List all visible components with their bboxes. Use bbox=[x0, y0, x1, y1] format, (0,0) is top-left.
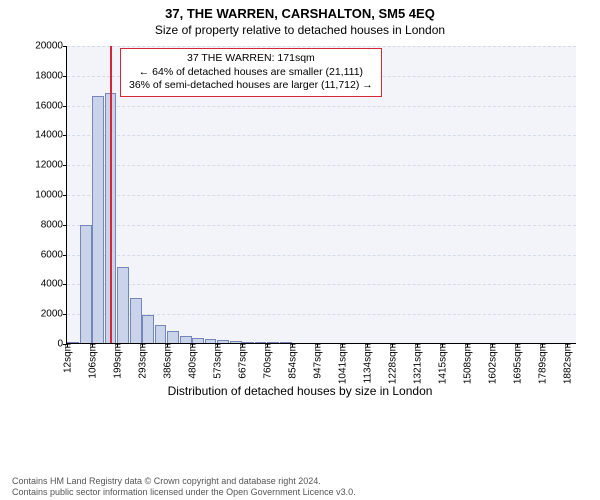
y-tick-label: 6000 bbox=[41, 249, 67, 260]
y-tick-label: 12000 bbox=[35, 160, 67, 171]
histogram-bar bbox=[142, 315, 154, 343]
x-tick-label: 760sqm bbox=[260, 343, 273, 379]
x-tick-label: 573sqm bbox=[210, 343, 223, 379]
x-tick-label: 1228sqm bbox=[386, 343, 399, 384]
callout-line-2: ← 64% of detached houses are smaller (21… bbox=[129, 66, 373, 80]
gridline bbox=[67, 195, 576, 196]
x-tick-label: 854sqm bbox=[286, 343, 299, 379]
x-tick-label: 106sqm bbox=[86, 343, 99, 379]
y-tick-label: 20000 bbox=[35, 41, 67, 52]
gridline bbox=[67, 225, 576, 226]
y-tick-label: 8000 bbox=[41, 219, 67, 230]
histogram-bar bbox=[80, 225, 92, 343]
histogram-bar bbox=[180, 336, 192, 343]
histogram-bar bbox=[167, 331, 179, 343]
histogram-bar bbox=[92, 96, 104, 343]
gridline bbox=[67, 135, 576, 136]
callout-line-3: 36% of semi-detached houses are larger (… bbox=[129, 79, 373, 93]
x-tick-label: 386sqm bbox=[160, 343, 173, 379]
gridline bbox=[67, 106, 576, 107]
x-tick-label: 480sqm bbox=[186, 343, 199, 379]
footer-line-1: Contains HM Land Registry data © Crown c… bbox=[12, 476, 356, 487]
x-axis-label: Distribution of detached houses by size … bbox=[168, 384, 433, 398]
y-tick-label: 10000 bbox=[35, 190, 67, 201]
x-tick-label: 1321sqm bbox=[410, 343, 423, 384]
y-tick-label: 2000 bbox=[41, 309, 67, 320]
y-tick-label: 4000 bbox=[41, 279, 67, 290]
x-tick-label: 1602sqm bbox=[486, 343, 499, 384]
x-tick-label: 1695sqm bbox=[510, 343, 523, 384]
callout-line-1: 37 THE WARREN: 171sqm bbox=[129, 52, 373, 66]
x-tick-label: 199sqm bbox=[110, 343, 123, 379]
y-tick-label: 18000 bbox=[35, 70, 67, 81]
x-tick-label: 667sqm bbox=[236, 343, 249, 379]
histogram-bar bbox=[155, 325, 167, 343]
gridline bbox=[67, 165, 576, 166]
y-tick-label: 14000 bbox=[35, 130, 67, 141]
page-subtitle: Size of property relative to detached ho… bbox=[0, 21, 600, 37]
x-tick-label: 12sqm bbox=[61, 343, 74, 373]
gridline bbox=[67, 46, 576, 47]
y-tick-label: 16000 bbox=[35, 100, 67, 111]
callout-box: 37 THE WARREN: 171sqm ← 64% of detached … bbox=[120, 48, 382, 97]
footer-line-2: Contains public sector information licen… bbox=[12, 487, 356, 498]
property-marker-line bbox=[110, 46, 112, 343]
x-tick-label: 1041sqm bbox=[336, 343, 349, 384]
histogram-bar bbox=[130, 298, 142, 343]
chart-container: Number of detached properties 0200040006… bbox=[0, 42, 600, 442]
x-tick-label: 1415sqm bbox=[436, 343, 449, 384]
x-tick-label: 1789sqm bbox=[535, 343, 548, 384]
x-tick-label: 1134sqm bbox=[360, 343, 373, 383]
gridline bbox=[67, 255, 576, 256]
x-tick-label: 947sqm bbox=[310, 343, 323, 379]
x-tick-label: 1508sqm bbox=[460, 343, 473, 384]
x-tick-label: 293sqm bbox=[136, 343, 149, 379]
histogram-bar bbox=[117, 267, 129, 343]
footer-attribution: Contains HM Land Registry data © Crown c… bbox=[12, 476, 356, 499]
page-title: 37, THE WARREN, CARSHALTON, SM5 4EQ bbox=[0, 0, 600, 21]
x-tick-label: 1882sqm bbox=[560, 343, 573, 384]
gridline bbox=[67, 284, 576, 285]
